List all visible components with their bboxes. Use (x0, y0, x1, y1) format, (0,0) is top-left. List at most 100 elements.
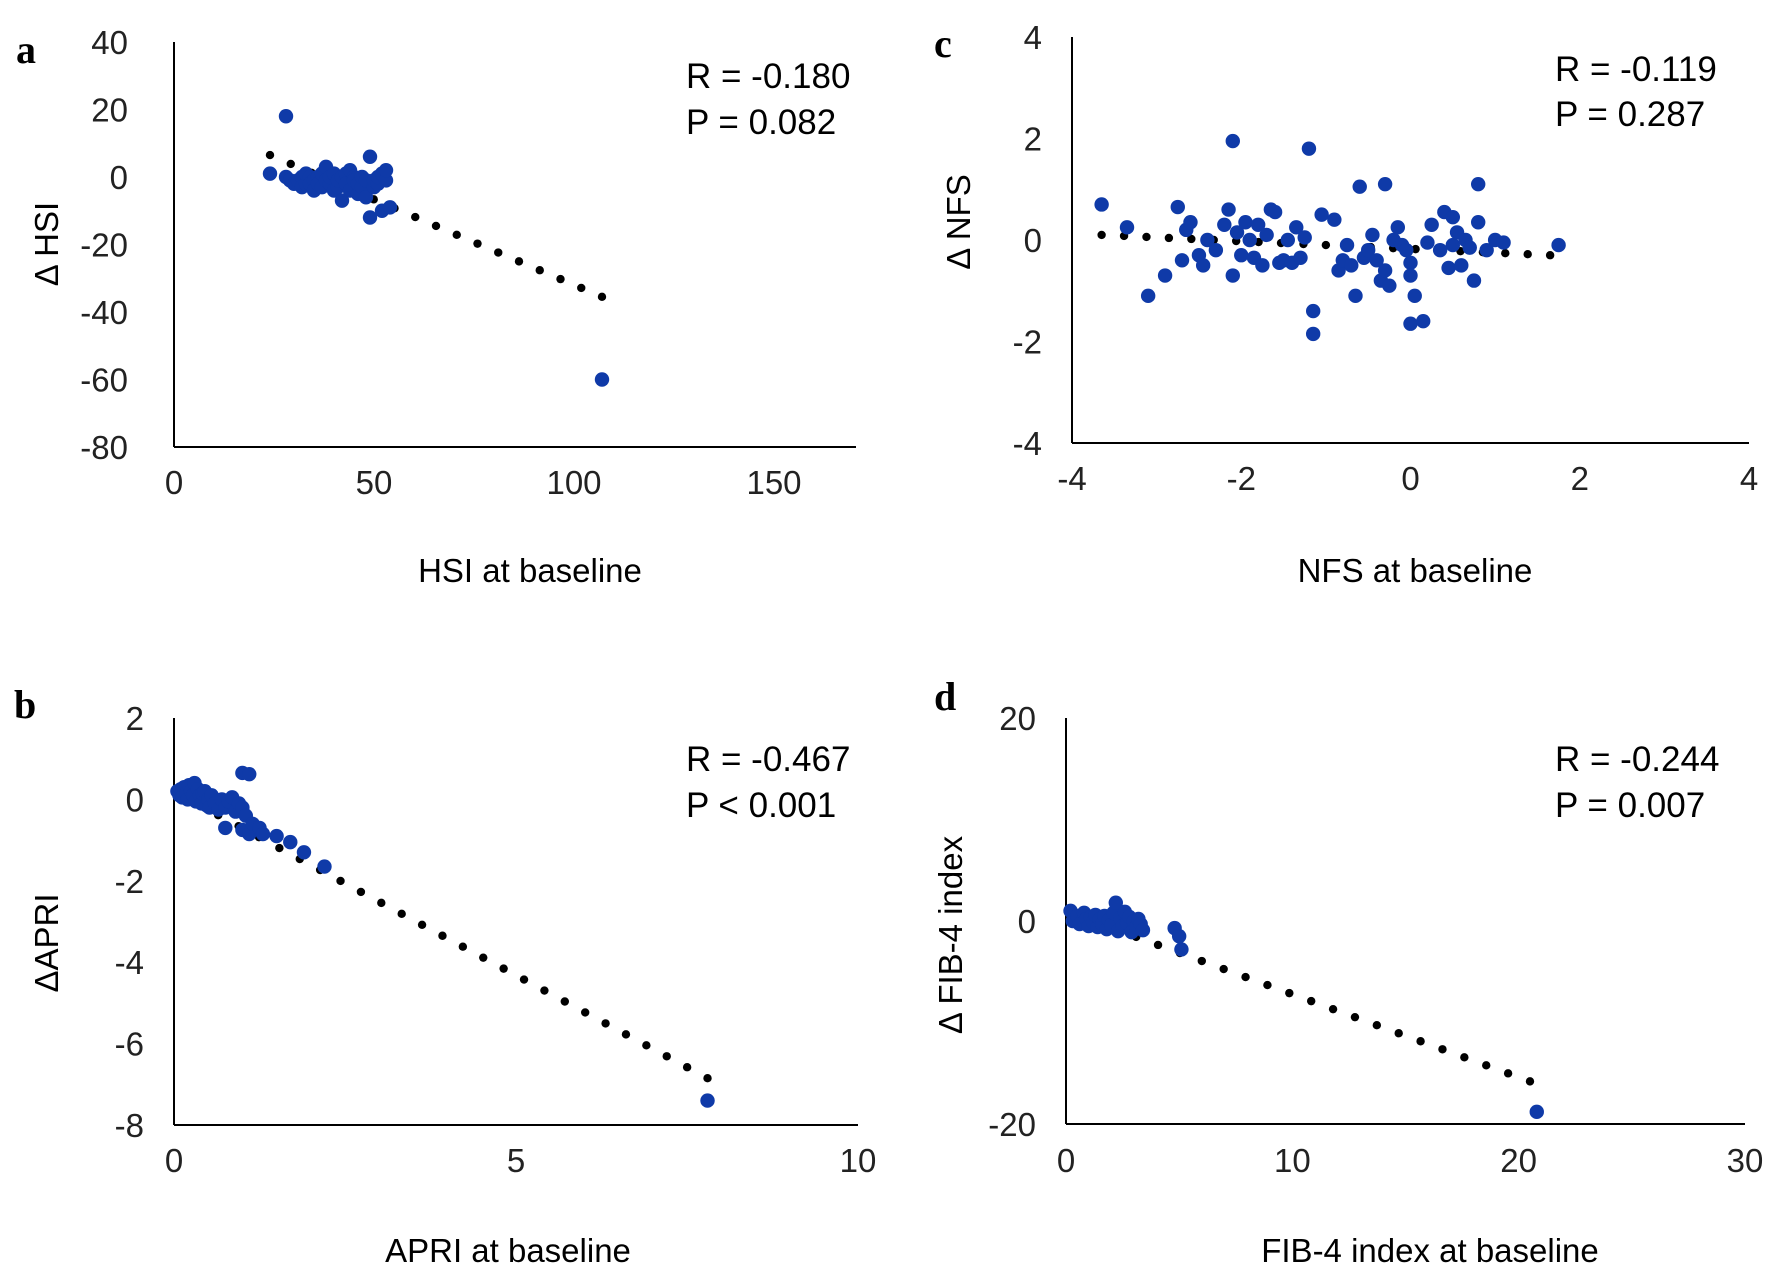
x-axis-title-a: HSI at baseline (418, 552, 642, 589)
trendline-dot (479, 953, 488, 962)
y-tick-label: 0 (1018, 903, 1036, 940)
data-point (1432, 242, 1448, 258)
data-point (296, 845, 312, 860)
data-point (1259, 227, 1274, 243)
y-axis-title-d: Δ FIB-4 index (932, 835, 969, 1034)
data-point (1171, 929, 1187, 944)
trendline-dot (1241, 972, 1250, 982)
trendline-dot (417, 920, 427, 929)
data-point (1365, 227, 1380, 243)
data-point (1344, 258, 1359, 273)
data-point (1496, 235, 1511, 250)
panel-d: d 20 0 -20 0 10 20 30 R = -0.244 P = 0.007 FI… (932, 674, 1763, 1269)
data-point (1377, 263, 1393, 278)
x-tick-label: 20 (1500, 1142, 1537, 1179)
data-point (1297, 230, 1312, 245)
trendline-dot (519, 975, 529, 984)
x-tick-label: 0 (1401, 460, 1419, 497)
y-tick-label: -4 (1013, 425, 1042, 462)
data-point (1225, 268, 1240, 283)
y-tick-labels-b: 2 0 -2 -4 -6 -8 (115, 700, 144, 1144)
data-point (1471, 215, 1486, 230)
trendline-dot (336, 876, 345, 886)
trendline-dot (1187, 234, 1196, 244)
trendline-dot (1372, 1021, 1382, 1030)
trendline-dot (397, 909, 406, 919)
y-tick-label: 2 (1024, 121, 1042, 158)
trendline-dot (356, 887, 366, 897)
x-tick-label: 0 (165, 1142, 183, 1179)
y-tick-label: 0 (1024, 222, 1042, 259)
data-point (1420, 235, 1435, 250)
x-tick-label: -2 (1227, 460, 1256, 497)
data-point (262, 166, 278, 181)
x-axis-title-c: NFS at baseline (1298, 552, 1533, 589)
trendline-dot (1306, 996, 1316, 1006)
trendline-dot (1350, 1012, 1360, 1022)
y-tick-label: -80 (80, 429, 128, 466)
y-tick-label: -2 (115, 863, 144, 900)
data-point (1170, 199, 1185, 215)
trendline-dot (556, 274, 565, 284)
data-point (1403, 268, 1418, 283)
points-b (170, 765, 715, 1108)
data-point (255, 826, 271, 842)
x-tick-label: 2 (1571, 460, 1589, 497)
trendline-dot (438, 931, 447, 940)
trendline-dot (1503, 1069, 1513, 1078)
data-point (1415, 314, 1431, 329)
x-tick-label: 0 (165, 464, 183, 501)
trendline-dot (577, 283, 586, 293)
stat-r-a: R = -0.180 (686, 57, 850, 96)
trendline-dot (1482, 1061, 1491, 1070)
trendline-dot (621, 1030, 631, 1039)
y-tick-label: -2 (1013, 324, 1042, 361)
data-point (594, 372, 610, 387)
trendline-dot (1219, 964, 1228, 974)
data-point (1208, 242, 1224, 258)
data-point (1195, 258, 1211, 273)
panel-b: b 2 0 -2 -4 -6 -8 0 5 10 R = -0.467 P < 0.001 A… (14, 682, 876, 1269)
y-tick-labels-c: 4 2 0 -2 -4 (1013, 19, 1042, 462)
data-point (1221, 202, 1236, 217)
data-point (1390, 220, 1406, 235)
data-point (1234, 248, 1249, 263)
y-axis-title-a: Δ HSI (28, 202, 65, 286)
data-point (1403, 316, 1418, 331)
trendline-dot (377, 898, 386, 908)
data-point (1174, 253, 1190, 268)
y-tick-label: 20 (999, 700, 1036, 737)
trendline-dot (1097, 230, 1106, 240)
data-point (1255, 258, 1270, 273)
x-axis-title-b: APRI at baseline (385, 1232, 631, 1269)
data-point (1479, 242, 1494, 258)
x-tick-labels-b: 0 5 10 (165, 1142, 877, 1179)
data-point (1314, 207, 1329, 222)
trendline-dot (1263, 980, 1272, 990)
data-point (1424, 217, 1439, 232)
data-point (1250, 217, 1266, 232)
data-point (1301, 141, 1317, 156)
data-point (1445, 237, 1461, 253)
trendline-dot (1328, 1004, 1338, 1014)
data-point (1471, 176, 1486, 192)
data-point (1229, 225, 1245, 240)
data-point (1140, 288, 1156, 304)
data-point (1094, 197, 1109, 212)
data-point (1445, 209, 1461, 225)
y-tick-label: -20 (80, 227, 128, 264)
y-tick-label: 2 (126, 700, 144, 737)
y-tick-label: 40 (91, 24, 128, 61)
data-point (378, 173, 394, 188)
x-tick-label: 100 (546, 464, 601, 501)
trendline-dot (458, 942, 468, 951)
data-point (1267, 204, 1283, 220)
data-point (1135, 922, 1151, 938)
trendline-dot (494, 248, 503, 257)
trendline-dot (1394, 1029, 1403, 1038)
trendline-dot (411, 212, 420, 222)
stat-p-b: P < 0.001 (686, 786, 836, 825)
data-point (1403, 255, 1418, 271)
trendline-dot (703, 1073, 712, 1083)
panel-letter-a: a (16, 27, 36, 72)
